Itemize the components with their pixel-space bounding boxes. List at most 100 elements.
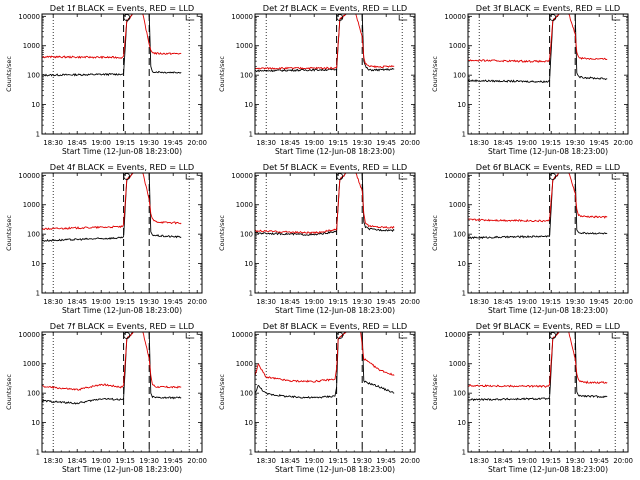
x-tick-label: 18:45: [280, 298, 300, 306]
x-tick-label: 19:45: [589, 457, 609, 465]
x-tick-label: 20:00: [613, 298, 633, 306]
x-tick-label: 19:00: [91, 139, 111, 147]
detector-panel: Det 9f BLACK = Events, RED = LLD Counts/s…: [431, 321, 633, 474]
x-tick-label: 18:30: [469, 457, 489, 465]
events-series-line: [42, 173, 182, 242]
x-tick-label: 19:45: [376, 457, 396, 465]
x-tick-label: 20:00: [187, 457, 207, 465]
lld-series-line: [42, 173, 182, 231]
x-tick-label: 18:30: [256, 457, 276, 465]
y-tick-label: 1: [462, 449, 466, 457]
x-tick-label: 19:45: [589, 298, 609, 306]
corner-marker: [611, 333, 621, 339]
corner-marker: [185, 15, 195, 21]
y-axis-label: Counts/sec: [5, 215, 13, 251]
y-tick-label: 100: [240, 390, 253, 398]
y-tick-label: 100: [240, 231, 253, 239]
x-axis-label: Start Time (12-Jun-08 18:23:00): [488, 306, 608, 315]
x-tick-label: 19:45: [163, 457, 183, 465]
y-tick-label: 1000: [449, 201, 466, 209]
y-tick-label: 100: [453, 390, 466, 398]
x-tick-label: 20:00: [400, 457, 420, 465]
x-axis-label: Start Time (12-Jun-08 18:23:00): [488, 147, 608, 156]
y-tick-label: 10000: [18, 172, 40, 180]
x-axis-label: Start Time (12-Jun-08 18:23:00): [62, 306, 182, 315]
y-tick-label: 10000: [18, 331, 40, 339]
detector-panel: Det 3f BLACK = Events, RED = LLD Counts/s…: [431, 3, 633, 156]
x-tick-label: 19:30: [352, 139, 372, 147]
lld-series-line: [468, 173, 608, 223]
y-axis-label: Counts/sec: [5, 56, 13, 92]
corner-marker: [398, 333, 408, 339]
lld-series-line: [255, 332, 395, 383]
lld-series-line: [468, 332, 608, 388]
y-tick-label: 1: [249, 290, 253, 298]
events-series-line: [468, 332, 608, 402]
y-tick-label: 1000: [23, 360, 40, 368]
x-tick-label: 19:15: [541, 139, 561, 147]
x-tick-label: 19:15: [115, 139, 135, 147]
x-tick-label: 19:30: [139, 298, 159, 306]
panel-title: Det 3f BLACK = Events, RED = LLD: [476, 3, 620, 13]
panel-title: Det 5f BLACK = Events, RED = LLD: [263, 162, 407, 172]
x-tick-label: 19:30: [565, 457, 585, 465]
y-tick-label: 1000: [449, 42, 466, 50]
detector-panel: Det 1f BLACK = Events, RED = LLD Counts/s…: [5, 3, 207, 156]
x-tick-label: 19:00: [91, 298, 111, 306]
y-tick-label: 1000: [236, 360, 253, 368]
x-tick-label: 20:00: [400, 139, 420, 147]
detector-panel: Det 7f BLACK = Events, RED = LLD Counts/s…: [5, 321, 207, 474]
plot-frame: [254, 331, 416, 453]
detector-panel: Det 8f BLACK = Events, RED = LLD Counts/s…: [218, 321, 420, 474]
x-tick-label: 19:15: [328, 298, 348, 306]
y-tick-label: 100: [27, 231, 40, 239]
x-tick-label: 18:45: [67, 139, 87, 147]
y-tick-label: 1: [249, 131, 253, 139]
x-tick-label: 19:30: [139, 139, 159, 147]
y-tick-label: 1: [249, 449, 253, 457]
x-axis-label: Start Time (12-Jun-08 18:23:00): [275, 465, 395, 474]
x-tick-label: 19:45: [163, 298, 183, 306]
panel-title: Det 6f BLACK = Events, RED = LLD: [476, 162, 620, 172]
saturation-circle-marker: [549, 14, 557, 21]
panel-title: Det 9f BLACK = Events, RED = LLD: [476, 321, 620, 331]
y-tick-label: 100: [453, 231, 466, 239]
x-tick-label: 20:00: [613, 457, 633, 465]
plot-frame: [254, 172, 416, 294]
y-tick-label: 10000: [18, 13, 40, 21]
y-tick-label: 10000: [444, 331, 466, 339]
detector-panel: Det 6f BLACK = Events, RED = LLD Counts/s…: [431, 162, 633, 315]
x-tick-label: 20:00: [187, 298, 207, 306]
x-tick-label: 18:30: [469, 298, 489, 306]
y-axis-label: Counts/sec: [431, 56, 439, 92]
x-tick-label: 19:00: [304, 457, 324, 465]
lld-series-line: [42, 14, 182, 60]
x-axis-label: Start Time (12-Jun-08 18:23:00): [488, 465, 608, 474]
panel-title: Det 1f BLACK = Events, RED = LLD: [50, 3, 194, 13]
y-tick-label: 10: [457, 260, 466, 268]
corner-marker: [398, 174, 408, 180]
y-tick-label: 10: [244, 260, 253, 268]
y-tick-label: 100: [240, 72, 253, 80]
x-tick-label: 19:15: [115, 298, 135, 306]
y-tick-label: 1000: [23, 201, 40, 209]
x-tick-label: 19:15: [115, 457, 135, 465]
x-tick-label: 20:00: [613, 139, 633, 147]
y-tick-label: 1000: [236, 201, 253, 209]
x-axis-label: Start Time (12-Jun-08 18:23:00): [275, 147, 395, 156]
x-tick-label: 19:45: [376, 139, 396, 147]
y-tick-label: 10000: [231, 331, 253, 339]
y-tick-label: 1000: [236, 42, 253, 50]
x-tick-label: 18:30: [43, 139, 63, 147]
x-axis-label: Start Time (12-Jun-08 18:23:00): [62, 465, 182, 474]
y-axis-label: Counts/sec: [431, 215, 439, 251]
y-tick-label: 1000: [23, 42, 40, 50]
x-tick-label: 19:15: [541, 457, 561, 465]
y-tick-label: 100: [27, 72, 40, 80]
corner-marker: [398, 15, 408, 21]
x-tick-label: 18:30: [43, 298, 63, 306]
corner-marker: [185, 333, 195, 339]
x-tick-label: 19:15: [328, 139, 348, 147]
events-series-line: [468, 14, 608, 83]
